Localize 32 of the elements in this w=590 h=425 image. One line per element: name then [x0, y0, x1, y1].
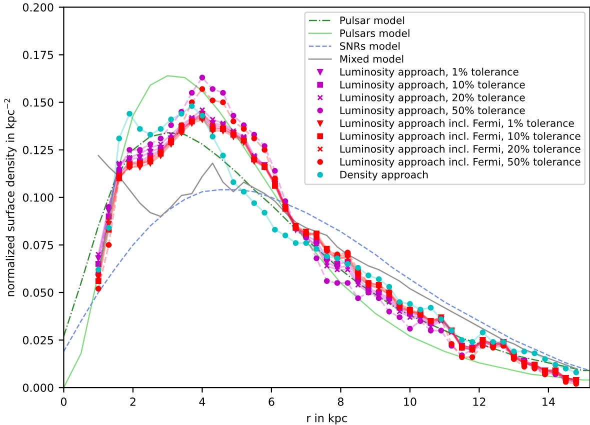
- x-tick-label: 4: [199, 398, 206, 406]
- y-tick-label: 0.000: [22, 384, 54, 392]
- legend-label: Luminosity approach, 20% tolerance: [340, 93, 525, 104]
- y-tick-label: 0.075: [22, 240, 54, 250]
- x-tick-label: 8: [338, 398, 344, 406]
- legend-label: SNRs model: [340, 42, 400, 50]
- legend-label: Luminosity approach incl. Fermi, 20% tolerance: [340, 144, 580, 155]
- y-tick-label: 0.200: [22, 3, 54, 12]
- legend-label: Luminosity approach incl. Fermi, 1% tolerance: [340, 119, 574, 129]
- x-tick-label: 12: [473, 398, 486, 406]
- y-tick-label: 0.100: [22, 193, 54, 202]
- legend-label: Luminosity approach, 1% tolerance: [340, 68, 518, 78]
- x-tick-label: 10: [404, 398, 416, 406]
- legend-label: Luminosity approach incl. Fermi, 50% tolerance: [340, 158, 580, 168]
- y-tick-label: 0.175: [22, 50, 54, 60]
- legend-label: Pulsars model: [340, 29, 410, 38]
- x-tick-label: 6: [268, 398, 274, 406]
- legend-label: Luminosity approach, 50% tolerance: [340, 106, 525, 116]
- legend-label: Luminosity approach, 10% tolerance: [340, 80, 525, 90]
- y-tick-label: 0.050: [22, 288, 54, 297]
- x-tick-label: 14: [542, 398, 555, 406]
- y-tick-label: 0.150: [22, 98, 54, 107]
- x-tick-label: 2: [130, 398, 136, 406]
- y-tick-label: 0.025: [22, 336, 54, 344]
- legend-label: Pulsar model: [340, 16, 404, 24]
- y-tick-label: 0.125: [22, 146, 54, 154]
- legend-label: Mixed model: [340, 54, 404, 63]
- legend-label: Luminosity approach incl. Fermi, 10% tolerance: [340, 132, 580, 142]
- x-axis-title: r in kpc: [307, 414, 347, 424]
- x-tick-label: 0: [60, 398, 67, 406]
- y-axis-title: normalized surface density in kpc$^{−2}$: [4, 98, 17, 296]
- legend-label: Density approach: [340, 170, 428, 180]
